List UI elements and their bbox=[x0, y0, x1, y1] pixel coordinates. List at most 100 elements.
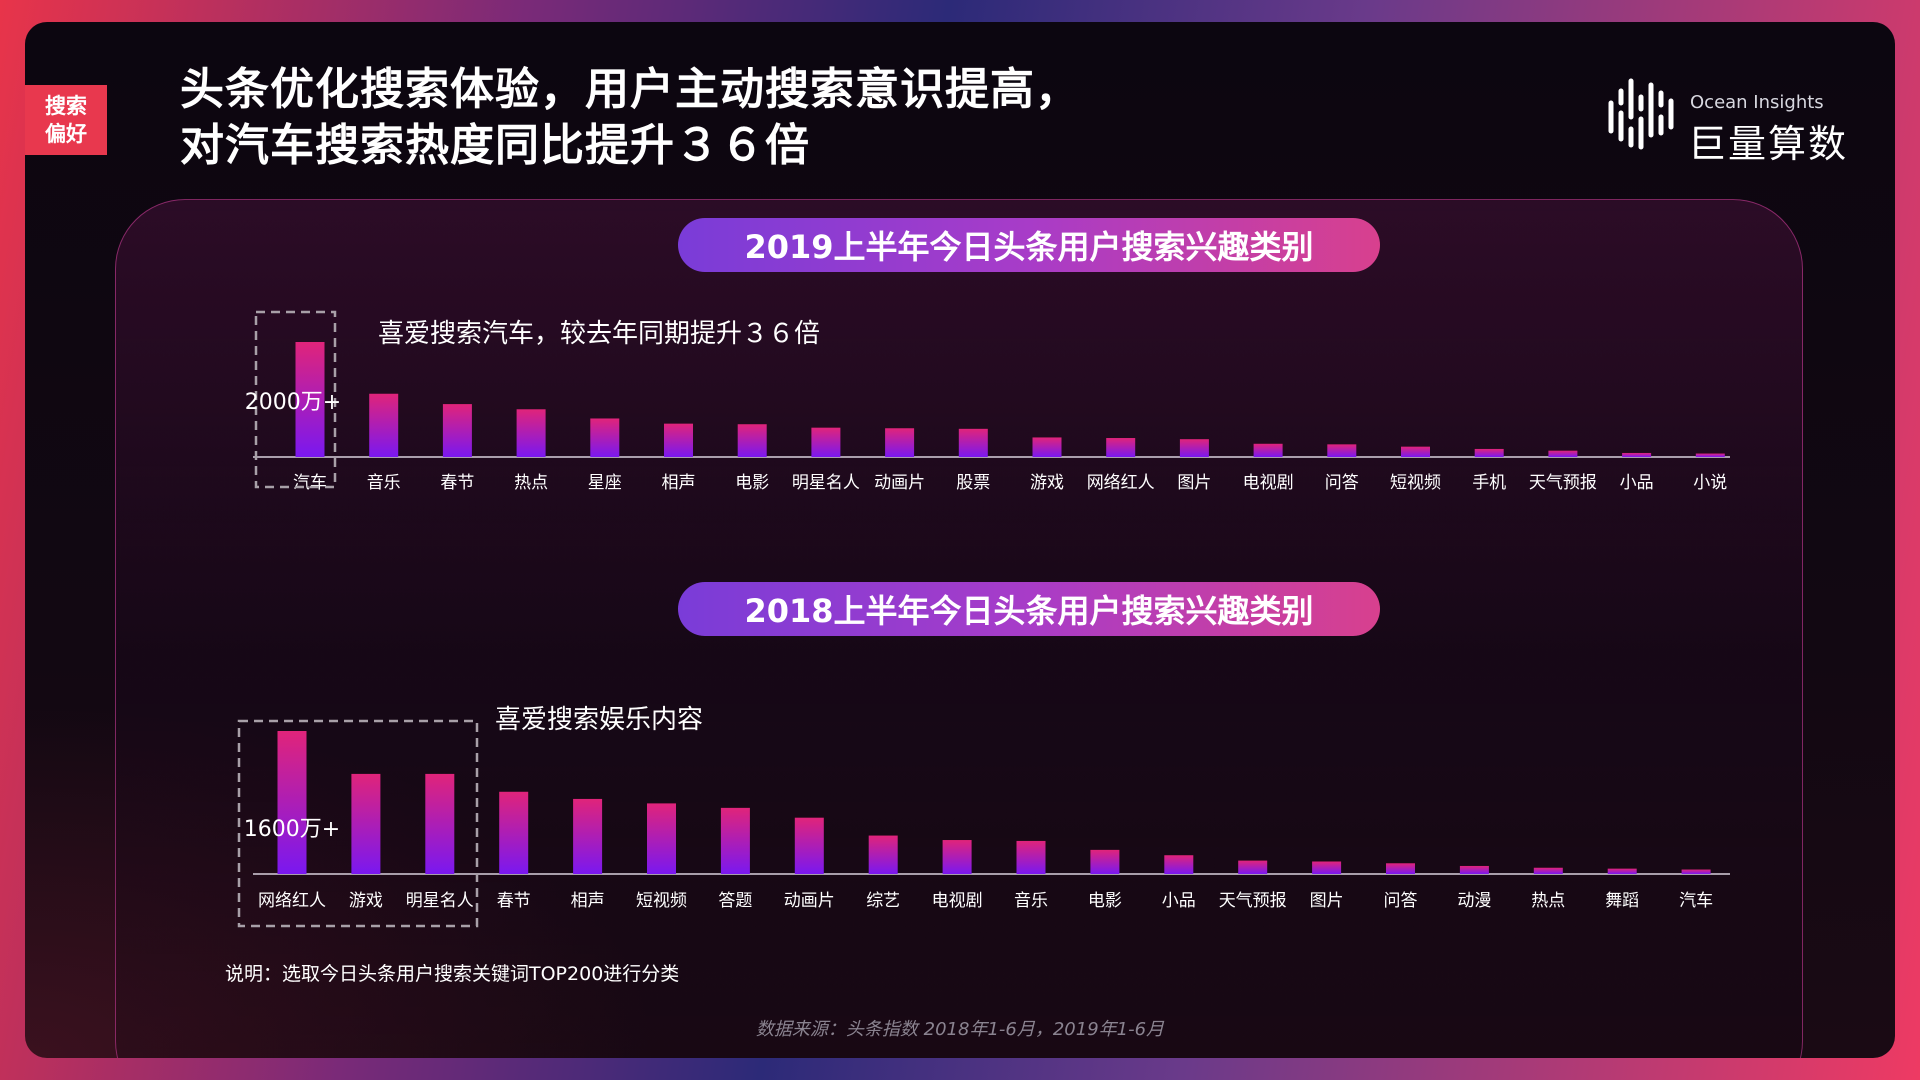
section-tag-line2: 偏好 bbox=[45, 122, 87, 146]
brand-name-cn: 巨量算数 bbox=[1688, 122, 1849, 166]
x-tick-label: 小品 bbox=[1162, 891, 1196, 911]
highlight-box bbox=[254, 310, 337, 489]
headline: 头条优化搜索体验，用户主动搜索意识提高， 对汽车搜索热度同比提升３６倍 bbox=[180, 62, 1280, 174]
bar bbox=[1386, 863, 1415, 874]
bar bbox=[885, 428, 915, 457]
x-tick-label: 明星名人 bbox=[792, 473, 860, 493]
bar bbox=[1327, 444, 1357, 457]
x-tick-label: 图片 bbox=[1310, 891, 1344, 911]
x-tick-label: 热点 bbox=[514, 473, 548, 493]
section-tag-line1: 搜索 bbox=[45, 94, 87, 118]
x-tick-label: 短视频 bbox=[1390, 473, 1441, 493]
bar bbox=[1401, 446, 1430, 457]
bar bbox=[1312, 861, 1342, 874]
x-tick-label: 舞蹈 bbox=[1605, 891, 1639, 911]
x-tick-label: 汽车 bbox=[293, 473, 327, 493]
x-tick-label: 音乐 bbox=[1014, 891, 1048, 911]
bar bbox=[794, 817, 824, 874]
bar bbox=[1474, 448, 1504, 457]
x-tick-label: 汽车 bbox=[1679, 891, 1713, 911]
bar bbox=[1695, 453, 1725, 457]
section-tag: 搜索 偏好 bbox=[25, 85, 107, 155]
x-tick-label: 手机 bbox=[1472, 473, 1506, 493]
highlight-box bbox=[237, 719, 479, 928]
chart-2018-title: 2018上半年今日头条用户搜索兴趣类别 bbox=[678, 582, 1380, 636]
value-label: 1600万+ bbox=[244, 817, 340, 842]
x-tick-label: 图片 bbox=[1177, 473, 1211, 493]
x-tick-label: 电视剧 bbox=[932, 891, 983, 911]
brand-name-en: Ocean Insights bbox=[1690, 92, 1824, 113]
bar bbox=[811, 427, 841, 457]
chart-2019-title: 2019上半年今日头条用户搜索兴趣类别 bbox=[678, 218, 1380, 272]
chart-2018: 网络红人 游戏 明星名人 春节 相声 短视频 答题 动画片 综艺 电视剧 音乐 电影 小品 天气预报 图片 问… bbox=[237, 705, 1730, 928]
x-tick-label: 热点 bbox=[1531, 891, 1565, 911]
x-tick-label: 电影 bbox=[735, 473, 769, 493]
bar bbox=[351, 773, 381, 874]
bar bbox=[868, 835, 898, 874]
x-tick-label: 星座 bbox=[588, 473, 622, 493]
x-tick-label: 答题 bbox=[718, 891, 752, 911]
x-tick-label: 天气预报 bbox=[1529, 473, 1597, 493]
bar bbox=[277, 731, 307, 874]
bar bbox=[295, 342, 325, 457]
x-tick-label: 相声 bbox=[662, 473, 696, 493]
x-tick-label: 相声 bbox=[571, 891, 605, 911]
bar bbox=[442, 404, 472, 457]
bar bbox=[942, 840, 972, 874]
bar bbox=[1459, 865, 1489, 874]
bar bbox=[1548, 450, 1578, 457]
slide: 搜索 偏好 头条优化搜索体验，用户主动搜索意识提高， 对汽车搜索热度同比提升３６… bbox=[25, 22, 1895, 1058]
bar bbox=[1179, 439, 1209, 457]
bar bbox=[1032, 437, 1062, 457]
x-tick-label: 短视频 bbox=[636, 891, 687, 911]
x-tick-label: 明星名人 bbox=[406, 891, 474, 911]
x-tick-label: 股票 bbox=[956, 473, 990, 493]
bar bbox=[664, 423, 693, 457]
chart-annotation: 喜爱搜索娱乐内容 bbox=[495, 705, 703, 735]
bar bbox=[369, 393, 399, 457]
bar bbox=[1238, 860, 1268, 874]
methodology-note: 说明：选取今日头条用户搜索关键词TOP200进行分类 bbox=[225, 963, 680, 985]
chart-2019: 汽车 音乐 春节 热点 星座 相声 电影 明星名人 动画片 股票 游戏 网络红人 图片 电视剧 问答 短视频 手… bbox=[245, 310, 1730, 493]
x-tick-label: 小品 bbox=[1620, 473, 1654, 493]
headline-line1: 头条优化搜索体验，用户主动搜索意识提高， bbox=[180, 64, 1080, 115]
x-tick-label: 游戏 bbox=[349, 891, 383, 911]
bar bbox=[573, 798, 603, 874]
x-tick-label: 春节 bbox=[440, 473, 474, 493]
x-tick-label: 电视剧 bbox=[1243, 473, 1294, 493]
value-label: 2000万+ bbox=[245, 390, 341, 415]
bar bbox=[1622, 452, 1652, 457]
x-tick-label: 动漫 bbox=[1457, 891, 1491, 911]
bar bbox=[1607, 868, 1637, 874]
bar bbox=[1533, 867, 1563, 874]
x-tick-label: 天气预报 bbox=[1219, 891, 1287, 911]
bar bbox=[1253, 443, 1283, 457]
bar bbox=[958, 428, 988, 457]
x-tick-label: 问答 bbox=[1384, 891, 1418, 911]
bar bbox=[499, 791, 529, 874]
x-tick-label: 动画片 bbox=[874, 473, 925, 493]
bar-charts: 汽车 音乐 春节 热点 星座 相声 电影 明星名人 动画片 股票 游戏 网络红人 图片 电视剧 问答 短视频手… bbox=[237, 310, 1730, 928]
x-tick-label: 问答 bbox=[1325, 473, 1359, 493]
bar bbox=[1106, 438, 1136, 457]
bar bbox=[425, 773, 455, 874]
bar bbox=[590, 418, 620, 457]
x-tick-label: 综艺 bbox=[866, 891, 900, 911]
x-tick-label: 网络红人 bbox=[258, 891, 326, 911]
bar bbox=[1016, 840, 1046, 874]
x-tick-label: 动画片 bbox=[784, 891, 835, 911]
headline-line2: 对汽车搜索热度同比提升３６倍 bbox=[180, 120, 810, 171]
bar bbox=[737, 424, 767, 457]
x-tick-label: 小说 bbox=[1693, 473, 1727, 493]
x-tick-label: 游戏 bbox=[1030, 473, 1064, 493]
bar bbox=[647, 803, 676, 874]
x-tick-label: 电影 bbox=[1088, 891, 1122, 911]
bar bbox=[1164, 855, 1194, 874]
bar bbox=[720, 807, 750, 874]
bar bbox=[516, 409, 546, 457]
chart-annotation: 喜爱搜索汽车，较去年同期提升３６倍 bbox=[378, 319, 820, 349]
x-tick-label: 春节 bbox=[497, 891, 531, 911]
x-tick-label: 网络红人 bbox=[1087, 473, 1155, 493]
x-tick-label: 音乐 bbox=[367, 473, 401, 493]
soundwave-icon bbox=[1608, 78, 1674, 150]
